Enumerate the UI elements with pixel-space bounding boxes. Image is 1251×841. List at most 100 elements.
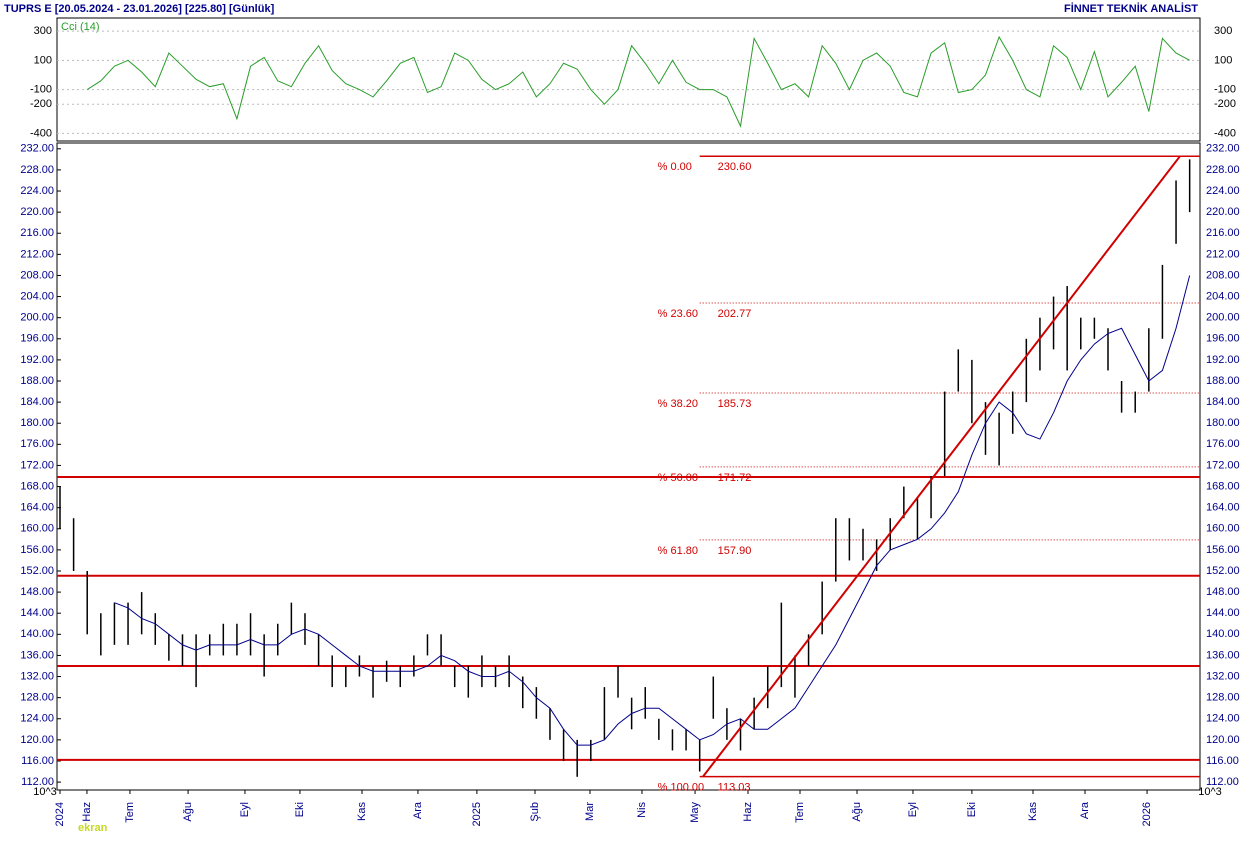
y-tick-label: 120.00 [1206, 734, 1240, 746]
y-tick-label: 100 [1214, 54, 1232, 66]
y-tick-label: 144.00 [1206, 607, 1240, 619]
y-tick-label: 220.00 [1206, 206, 1240, 218]
fib-label: % 100.00 [658, 782, 704, 794]
y-tick-label: 168.00 [1206, 480, 1240, 492]
y-tick-label: 180.00 [20, 417, 54, 429]
y-tick-label: -100 [1214, 83, 1236, 95]
trend-line [702, 155, 1181, 778]
y-tick-label: 156.00 [1206, 544, 1240, 556]
unit-left: 10^3 [33, 786, 57, 798]
y-tick-label: 176.00 [20, 438, 54, 450]
y-tick-label: 132.00 [1206, 670, 1240, 682]
y-tick-label: 220.00 [20, 206, 54, 218]
x-tick-label: May [689, 802, 701, 823]
y-tick-label: 164.00 [20, 502, 54, 514]
y-tick-label: 164.00 [1206, 502, 1240, 514]
y-tick-label: 208.00 [20, 269, 54, 281]
x-tick-label: Eyl [239, 802, 251, 817]
x-tick-label: Ağu [182, 802, 194, 822]
y-tick-label: 128.00 [20, 692, 54, 704]
y-tick-label: 204.00 [1206, 290, 1240, 302]
x-tick-label: Ağu [851, 802, 863, 822]
x-tick-label: 2024 [54, 802, 66, 826]
x-tick-label: Haz [742, 802, 754, 822]
x-tick-label: Eki [294, 802, 306, 817]
y-tick-label: 300 [34, 25, 52, 37]
y-tick-label: 192.00 [20, 354, 54, 366]
fib-label: % 0.00 [658, 161, 692, 173]
y-tick-label: 216.00 [1206, 227, 1240, 239]
y-tick-label: 176.00 [1206, 438, 1240, 450]
y-tick-label: -400 [1214, 127, 1236, 139]
cci-line [86, 35, 1190, 128]
x-tick-label: 2025 [471, 802, 483, 826]
moving-average [114, 275, 1191, 746]
fib-value: 113.03 [718, 782, 751, 794]
y-tick-label: 300 [1214, 25, 1232, 37]
y-tick-label: 112.00 [21, 776, 54, 788]
fib-value: 157.90 [718, 545, 752, 557]
y-tick-label: 172.00 [20, 459, 54, 471]
x-tick-label: Kas [1027, 802, 1039, 821]
y-tick-label: 196.00 [20, 333, 54, 345]
fib-label: % 61.80 [658, 545, 698, 557]
y-tick-label: 116.00 [1206, 755, 1239, 767]
y-tick-label: 124.00 [20, 713, 54, 725]
y-tick-label: 172.00 [1206, 459, 1240, 471]
y-tick-label: 140.00 [20, 628, 54, 640]
x-tick-label: Kas [356, 802, 368, 821]
y-tick-label: 144.00 [20, 607, 54, 619]
fib-value: 202.77 [718, 308, 752, 320]
y-tick-label: 200.00 [20, 312, 54, 324]
y-tick-label: 136.00 [20, 649, 54, 661]
y-tick-label: 124.00 [1206, 713, 1240, 725]
y-tick-label: 156.00 [20, 544, 54, 556]
y-tick-label: 112.00 [1206, 776, 1239, 788]
x-tick-label: Haz [81, 802, 93, 822]
y-tick-label: -100 [30, 83, 52, 95]
source: FİNNET TEKNİK ANALİST [1064, 2, 1198, 15]
x-tick-label: Tem [124, 802, 136, 823]
fib-label: % 50.00 [658, 472, 698, 484]
y-tick-label: -200 [1214, 98, 1236, 110]
y-tick-label: 180.00 [1206, 417, 1240, 429]
y-tick-label: 212.00 [20, 248, 54, 260]
y-tick-label: 188.00 [1206, 375, 1240, 387]
y-tick-label: 232.00 [1206, 143, 1240, 155]
fib-label: % 23.60 [658, 308, 698, 320]
y-tick-label: 184.00 [20, 396, 54, 408]
x-tick-label: Ara [412, 801, 424, 819]
x-tick-label: Nis [636, 802, 648, 818]
y-tick-label: 232.00 [20, 143, 54, 155]
y-tick-label: 224.00 [1206, 185, 1240, 197]
y-tick-label: 224.00 [20, 185, 54, 197]
y-tick-label: 188.00 [20, 375, 54, 387]
y-tick-label: 136.00 [1206, 649, 1240, 661]
x-tick-label: Mar [584, 802, 596, 821]
x-tick-label: 2026 [1141, 802, 1153, 826]
y-tick-label: -200 [30, 98, 52, 110]
y-tick-label: 148.00 [1206, 586, 1240, 598]
y-tick-label: 132.00 [20, 670, 54, 682]
y-tick-label: 128.00 [1206, 692, 1240, 704]
y-tick-label: 116.00 [21, 755, 54, 767]
y-tick-label: 228.00 [1206, 164, 1240, 176]
fib-value: 185.73 [718, 398, 752, 410]
x-tick-label: Ara [1079, 801, 1091, 819]
x-tick-label: Eki [966, 802, 978, 817]
fib-value: 230.60 [718, 161, 752, 173]
y-tick-label: 152.00 [1206, 565, 1240, 577]
unit-right: 10^3 [1198, 786, 1222, 798]
price-panel [56, 142, 1201, 791]
x-tick-label: Şub [529, 802, 541, 822]
y-tick-label: 192.00 [1206, 354, 1240, 366]
y-tick-label: 184.00 [1206, 396, 1240, 408]
y-tick-label: 160.00 [20, 523, 54, 535]
y-tick-label: 148.00 [20, 586, 54, 598]
y-tick-label: 152.00 [20, 565, 54, 577]
y-tick-label: 216.00 [20, 227, 54, 239]
fib-value: 171.72 [718, 472, 752, 484]
y-tick-label: 200.00 [1206, 312, 1240, 324]
